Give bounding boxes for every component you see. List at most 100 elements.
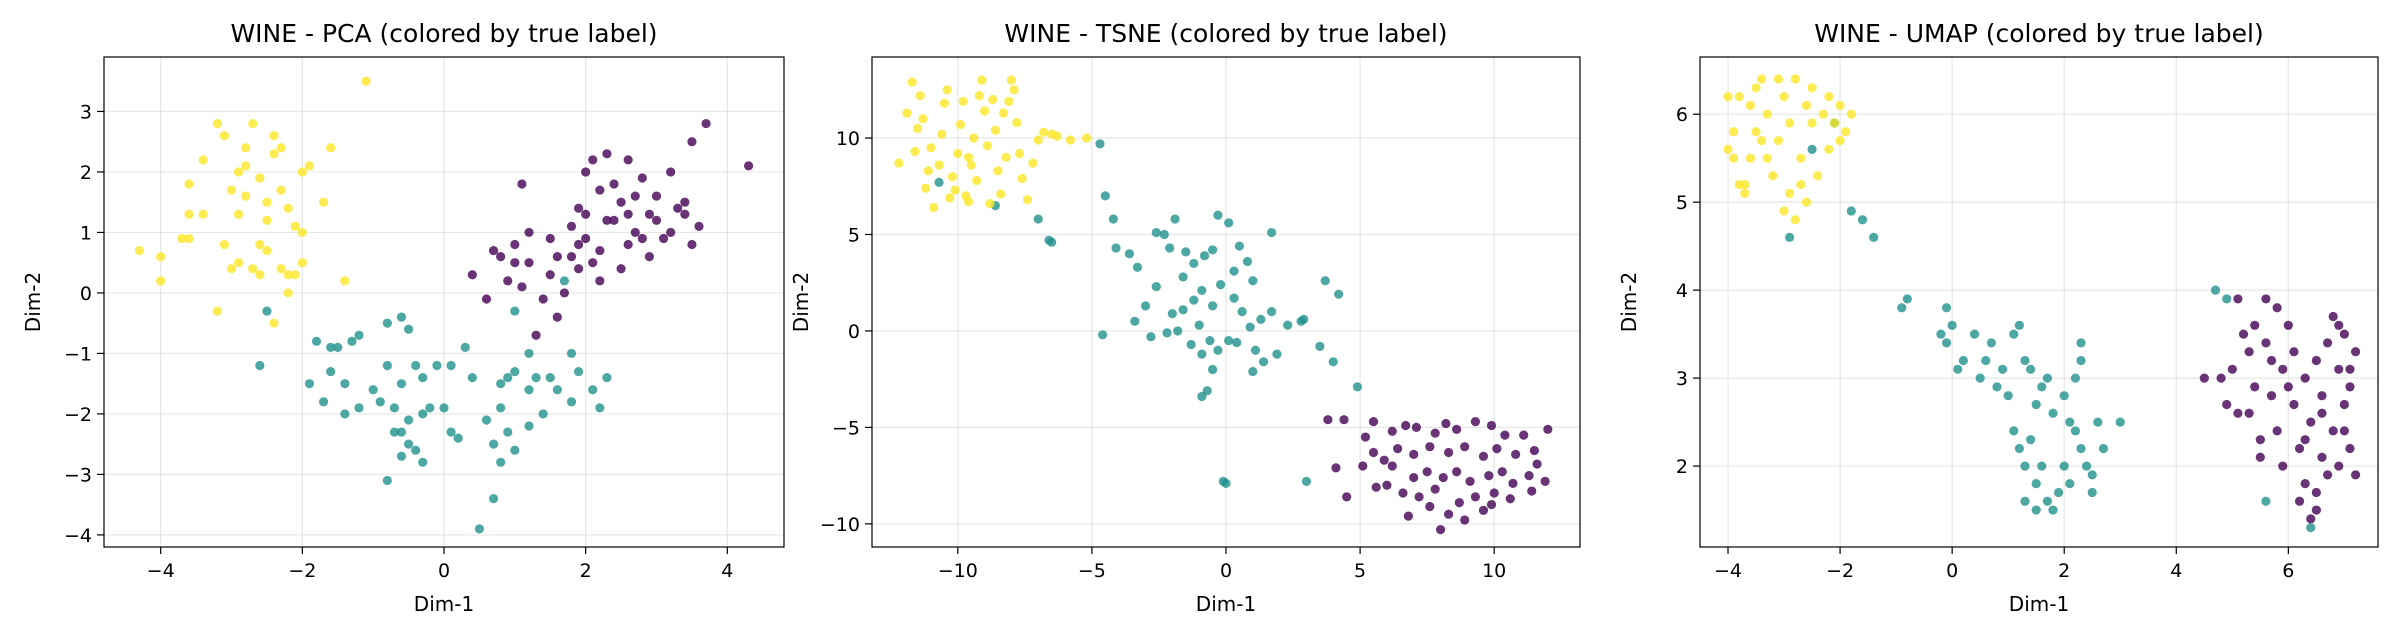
scatter-point-class-0: [1411, 422, 1422, 432]
scatter-point-class-2: [233, 167, 244, 177]
scatter-point-class-2: [262, 245, 272, 256]
scatter-point-class-1: [2065, 479, 2075, 489]
scatter-point-class-0: [1489, 488, 1499, 498]
scatter-point-class-0: [1393, 444, 1403, 454]
scatter-point-class-0: [1470, 492, 1481, 502]
scatter-point-class-1: [368, 385, 378, 395]
scatter-point-class-1: [1108, 214, 1118, 224]
y-tick-label: −4: [64, 525, 92, 547]
scatter-point-class-2: [1841, 127, 1851, 137]
scatter-point-class-1: [1224, 218, 1234, 228]
scatter-point-class-0: [666, 167, 676, 177]
scatter-point-class-2: [1757, 74, 1767, 84]
x-tick-label: 2: [580, 560, 592, 582]
scatter-point-class-2: [198, 209, 208, 219]
scatter-point-class-2: [996, 189, 1006, 199]
scatter-point-class-0: [1492, 444, 1502, 454]
scatter-point-class-1: [2048, 408, 2058, 418]
scatter-point-class-1: [2087, 487, 2097, 498]
scatter-point-class-1: [1146, 332, 1156, 342]
scatter-point-class-1: [2222, 294, 2232, 304]
scatter-point-class-0: [651, 191, 662, 201]
scatter-point-class-2: [156, 276, 166, 286]
scatter-point-class-1: [524, 348, 534, 359]
scatter-point-class-0: [1470, 417, 1481, 427]
scatter-point-class-1: [481, 415, 492, 425]
scatter-point-class-2: [283, 288, 293, 298]
scatter-point-class-1: [1237, 307, 1247, 317]
scatter-point-class-0: [2227, 364, 2237, 374]
scatter-point-class-2: [955, 119, 966, 130]
scatter-point-class-0: [2250, 382, 2260, 392]
scatter-point-class-2: [1801, 100, 1812, 110]
scatter-point-class-0: [1382, 480, 1392, 490]
scatter-point-class-1: [1111, 243, 1121, 253]
scatter-point-class-0: [637, 233, 647, 244]
scatter-point-class-2: [915, 90, 925, 101]
scatter-point-class-2: [297, 227, 307, 238]
scatter-point-class-1: [1189, 295, 1199, 305]
scatter-point-class-0: [503, 276, 513, 286]
scatter-point-class-0: [1387, 461, 1397, 471]
scatter-point-class-1: [1205, 335, 1215, 346]
scatter-point-class-2: [923, 166, 933, 176]
scatter-point-class-2: [198, 155, 208, 165]
x-tick-label: 0: [1220, 560, 1232, 582]
scatter-point-class-1: [255, 360, 265, 371]
scatter-point-class-1: [2042, 373, 2053, 383]
scatter-point-class-1: [2020, 496, 2030, 506]
scatter-point-class-2: [1740, 188, 1750, 198]
scatter-point-class-1: [382, 360, 392, 371]
scatter-point-class-1: [1100, 191, 1110, 201]
scatter-point-class-1: [1272, 349, 1282, 359]
scatter-point-class-2: [1751, 127, 1761, 137]
scatter-point-class-0: [637, 173, 647, 183]
scatter-point-class-1: [1197, 391, 1207, 402]
scatter-point-class-2: [1004, 96, 1014, 106]
scatter-point-class-0: [1460, 442, 1470, 452]
scatter-point-class-1: [1159, 229, 1169, 240]
scatter-point-class-0: [1505, 494, 1515, 504]
scatter-point-class-0: [581, 233, 591, 244]
scatter-point-class-2: [974, 90, 984, 101]
scatter-point-class-0: [1438, 472, 1448, 483]
scatter-point-class-1: [488, 439, 499, 449]
scatter-point-class-1: [1283, 320, 1293, 330]
scatter-point-class-2: [1801, 197, 1812, 207]
scatter-point-class-0: [658, 233, 669, 244]
scatter-point-class-0: [1508, 478, 1518, 488]
scatter-point-class-2: [1017, 173, 1027, 184]
scatter-point-class-1: [326, 366, 336, 377]
scatter-point-class-1: [1947, 320, 1957, 330]
scatter-point-class-1: [2070, 373, 2081, 383]
scatter-point-class-0: [2289, 399, 2299, 410]
scatter-point-class-0: [545, 270, 555, 280]
scatter-point-class-0: [2300, 373, 2310, 383]
scatter-point-class-1: [1216, 280, 1226, 290]
scatter-point-class-0: [2272, 303, 2282, 313]
scatter-point-class-0: [1435, 525, 1446, 535]
scatter-point-class-2: [1012, 117, 1022, 128]
scatter-point-class-1: [566, 348, 577, 359]
scatter-point-class-0: [1414, 492, 1424, 502]
scatter-point-class-2: [1723, 91, 1733, 102]
scatter-point-class-1: [1229, 293, 1239, 303]
scatter-point-class-0: [2350, 470, 2361, 480]
grid: [104, 57, 784, 547]
y-axis-label: Dim-2: [21, 272, 45, 332]
scatter-point-class-0: [573, 239, 584, 250]
scatter-point-class-0: [644, 209, 655, 219]
scatter-point-class-0: [1425, 501, 1435, 512]
scatter-point-class-1: [524, 421, 534, 431]
scatter-point-class-0: [1409, 449, 1419, 460]
plot-area: [872, 57, 1580, 547]
scatter-point-class-1: [1869, 232, 1879, 242]
scatter-point-class-0: [1500, 430, 1510, 440]
scatter-point-class-0: [2278, 364, 2288, 374]
scatter-point-class-2: [1807, 83, 1817, 93]
scatter-point-class-1: [304, 379, 315, 389]
scatter-point-class-2: [985, 199, 995, 209]
scatter-point-class-2: [134, 245, 145, 256]
scatter-point-class-1: [538, 409, 548, 419]
x-tick-label: 10: [1482, 560, 1506, 582]
